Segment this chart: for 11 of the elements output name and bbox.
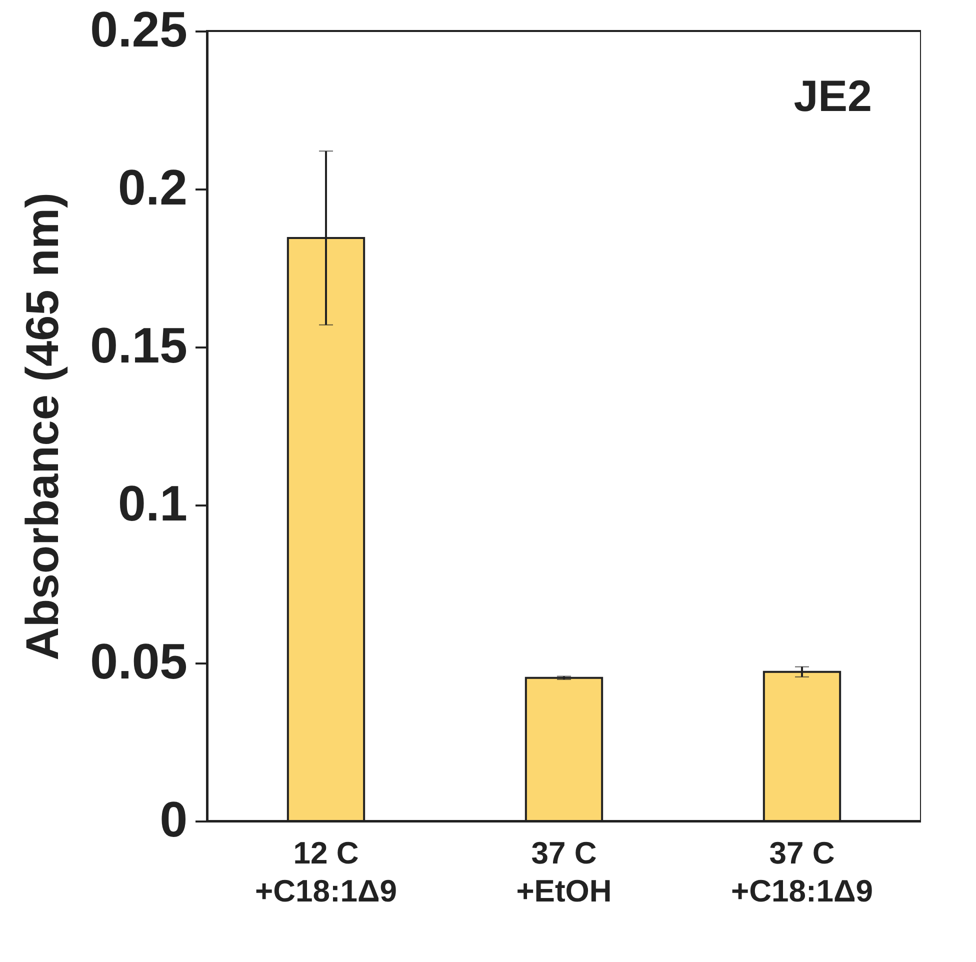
y-tick-label: 0.1 <box>118 476 188 532</box>
y-tick-label: 0.15 <box>90 318 188 374</box>
y-tick-label: 0.25 <box>90 2 188 58</box>
annotation: JE2 <box>794 72 872 121</box>
y-axis-title: Absorbance (465 nm) <box>16 192 68 660</box>
y-tick-label: 0 <box>160 792 188 848</box>
x-tick-label: 12 C +C18:1Δ9 <box>254 836 398 908</box>
x-tick-label: 37 C +C18:1Δ9 <box>730 836 874 908</box>
y-tick-label: 0.05 <box>90 634 188 690</box>
x-tick-label: 37 C +EtOH <box>516 836 612 908</box>
y-tick-label: 0.2 <box>118 160 188 216</box>
